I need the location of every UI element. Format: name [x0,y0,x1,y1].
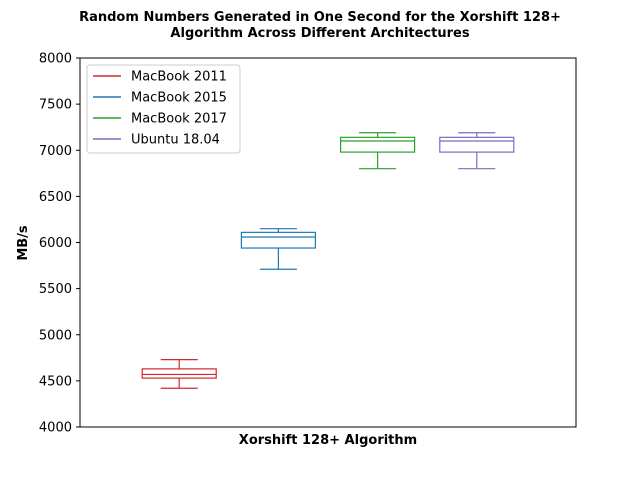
x-axis-label: Xorshift 128+ Algorithm [239,433,417,448]
y-tick-label: 5000 [39,328,72,343]
chart-title: Random Numbers Generated in One Second f… [79,10,561,41]
y-tick-label: 6000 [39,236,72,251]
box-body [439,136,515,153]
box-plot-series [240,228,316,270]
y-axis: 4000 4500 5000 5500 6000 6500 7000 7500 8000 [39,52,80,436]
y-tick-label: 8000 [39,52,72,67]
legend-item: MacBook 2015 [93,91,227,106]
legend-label: Ubuntu 18.04 [131,133,220,148]
box-body [141,368,217,379]
legend-item: MacBook 2011 [93,70,227,85]
chart-title-line-1: Random Numbers Generated in One Second f… [79,10,561,25]
box-plot-series [439,132,515,170]
box-body [340,136,416,153]
legend-frame [86,64,241,154]
box-body [240,231,316,249]
legend-item: MacBook 2017 [93,112,227,127]
legend-label: MacBook 2015 [131,91,227,106]
y-tick-label: 5500 [39,282,72,297]
y-axis-label: MB/s [16,225,31,261]
box-plot-series [340,132,416,170]
y-tick-label: 7000 [39,144,72,159]
box-plot-series [141,359,217,389]
chart-title-line-2: Algorithm Across Different Architectures [170,26,469,41]
legend-item: Ubuntu 18.04 [93,133,220,148]
y-tick-label: 6500 [39,190,72,205]
box-plots [141,132,515,389]
legend: MacBook 2011 MacBook 2015 MacBook 2017 Ubun… [86,64,241,154]
legend-label: MacBook 2017 [131,112,227,127]
y-tick-label: 7500 [39,98,72,113]
y-tick-label: 4000 [39,421,72,436]
y-tick-label: 4500 [39,374,72,389]
legend-label: MacBook 2011 [131,70,227,85]
